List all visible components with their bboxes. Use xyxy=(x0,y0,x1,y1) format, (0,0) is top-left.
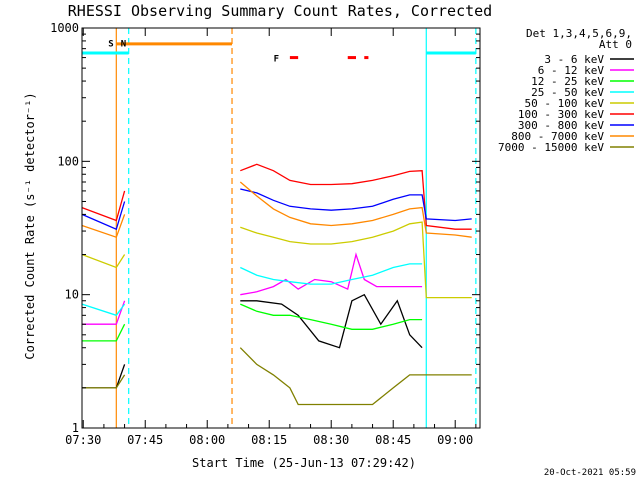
series-line xyxy=(240,221,472,299)
series-line xyxy=(239,181,472,238)
series-line xyxy=(81,253,126,269)
detector-info: Att 0 xyxy=(599,38,632,51)
y-tick-label: 1 xyxy=(72,421,79,435)
series-line xyxy=(240,188,472,222)
x-tick-label: 08:45 xyxy=(375,433,411,447)
plot-frame xyxy=(81,27,481,429)
y-axis-label: Corrected Count Rate (s⁻¹ detector⁻¹) xyxy=(23,92,37,359)
x-tick-label: 07:45 xyxy=(127,433,163,447)
chart-title: RHESSI Observing Summary Count Rates, Co… xyxy=(68,2,492,20)
legend-label: 6 - 12 keV xyxy=(538,64,605,77)
series-line xyxy=(82,323,126,342)
x-axis: 07:30 07:45 08:00 08:15 08:30 08:45 09:00 xyxy=(65,28,477,447)
series-line xyxy=(82,374,126,389)
x-tick-label: 08:30 xyxy=(313,433,349,447)
series-line xyxy=(81,214,126,239)
annotation-label: F xyxy=(274,55,279,65)
y-tick-label: 10 xyxy=(65,288,79,302)
x-tick-label: 08:15 xyxy=(251,433,287,447)
series-line xyxy=(239,347,472,406)
x-tick-label: 08:00 xyxy=(189,433,225,447)
series-line xyxy=(240,263,423,285)
y-tick-label: 1000 xyxy=(50,21,79,35)
annotation-label: S xyxy=(108,39,113,49)
legend-label: 7000 - 15000 keV xyxy=(498,141,604,154)
footer-date: 20-Oct-2021 05:59 xyxy=(544,468,636,478)
plot-area: S N F xyxy=(81,28,477,428)
legend-label: 12 - 25 keV xyxy=(531,75,604,88)
y-tick-label: 100 xyxy=(57,154,79,168)
series-line xyxy=(81,201,126,231)
detector-info: Det 1,3,4,5,6,9, xyxy=(526,27,632,40)
legend-label: 300 - 800 keV xyxy=(518,119,604,132)
legend-label: 800 - 7000 keV xyxy=(511,130,604,143)
series-line xyxy=(240,293,423,349)
legend-label: 25 - 50 keV xyxy=(531,86,604,99)
legend-label: 3 - 6 keV xyxy=(544,53,604,66)
series-line xyxy=(81,190,126,222)
series-line xyxy=(240,252,423,296)
x-axis-label: Start Time (25-Jun-13 07:29:42) xyxy=(192,456,416,470)
x-tick-label: 07:30 xyxy=(65,433,101,447)
series-line xyxy=(81,303,126,317)
y-axis: 1 10 100 1000 xyxy=(50,21,480,435)
x-tick-label: 09:00 xyxy=(437,433,473,447)
legend-label: 100 - 300 keV xyxy=(518,108,604,121)
annotation-label: N xyxy=(121,39,126,49)
series-line xyxy=(240,303,423,330)
legend-label: 50 - 100 keV xyxy=(525,97,605,110)
